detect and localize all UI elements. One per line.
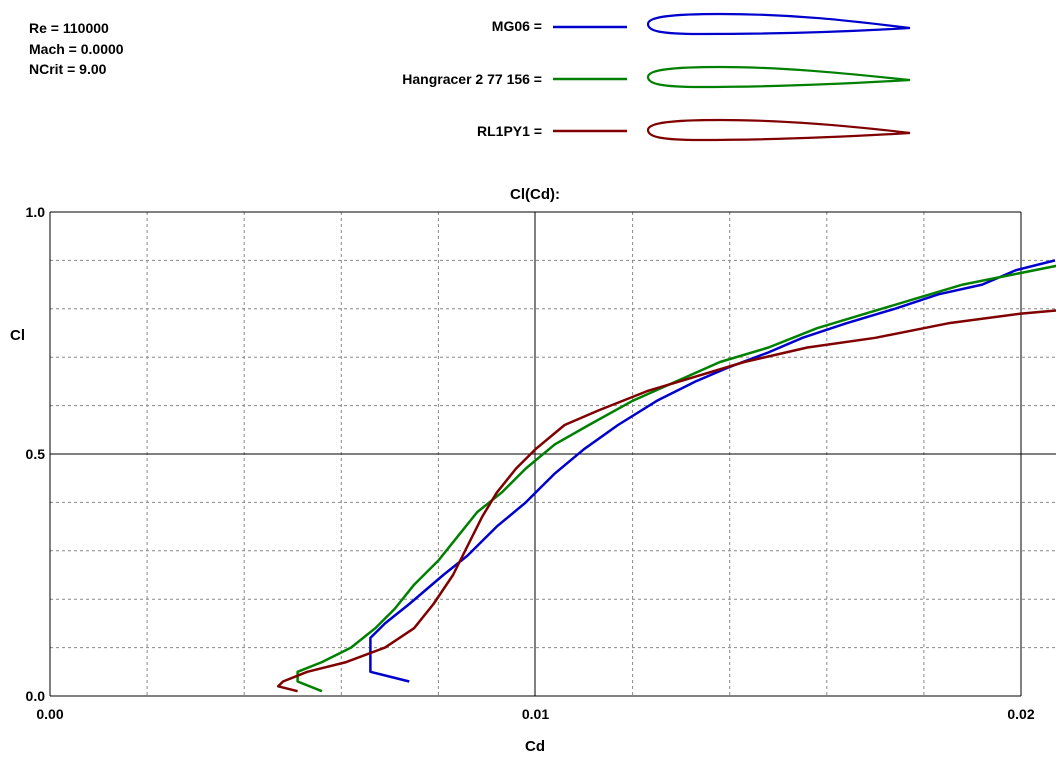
ncrit-value: NCrit = 9.00	[29, 61, 107, 77]
x-tick-label: 0.01	[522, 706, 549, 722]
y-tick-labels: 0.0 0.5 1.0	[26, 204, 46, 704]
reynolds-number: Re = 110000	[29, 20, 109, 36]
axes-frame	[49, 211, 1022, 697]
x-axis-title: Cd	[525, 738, 545, 755]
y-tick-label: 0.5	[26, 446, 46, 462]
legend-label-rl1py1: RL1PY1 =	[477, 123, 542, 139]
mach-number: Mach = 0.0000	[29, 40, 124, 57]
airfoil-shape-rl1py1	[646, 118, 911, 142]
y-tick-label: 0.0	[26, 688, 46, 704]
x-tick-label: 0.02	[1007, 706, 1034, 722]
y-tick-label: 1.0	[26, 204, 46, 220]
chart-title: Cl(Cd):	[510, 186, 560, 203]
x-tick-labels: 0.00 0.01 0.02	[36, 706, 1034, 722]
airfoil-shape-mg06	[646, 12, 911, 36]
x-tick-label: 0.00	[36, 706, 63, 722]
legend-label-mg06: MG06 =	[491, 18, 542, 34]
y-axis-title: Cl	[10, 327, 25, 344]
legend	[553, 12, 911, 142]
run-parameters: Re = 110000 Mach = 0.0000 NCrit = 9.00	[29, 18, 124, 80]
series-line-hangracer-2-77-156	[296, 264, 1056, 693]
airfoil-shape-hangracer	[646, 65, 911, 89]
legend-label-hangracer: Hangracer 2 77 156 =	[402, 71, 542, 87]
series-line-rl1py1	[276, 309, 1056, 693]
series-group	[276, 259, 1056, 693]
series-line-mg06	[369, 259, 1056, 683]
